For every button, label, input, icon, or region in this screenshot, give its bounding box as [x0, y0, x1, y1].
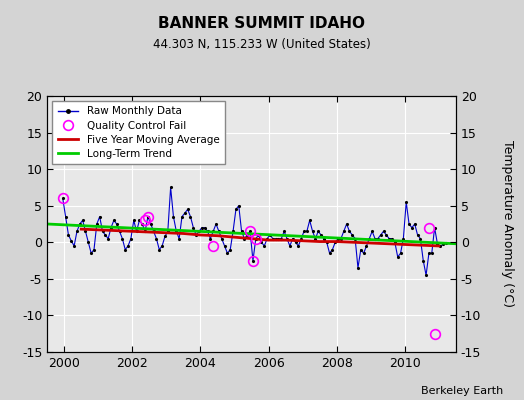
Text: BANNER SUMMIT IDAHO: BANNER SUMMIT IDAHO [158, 16, 366, 31]
Legend: Raw Monthly Data, Quality Control Fail, Five Year Moving Average, Long-Term Tren: Raw Monthly Data, Quality Control Fail, … [52, 101, 225, 164]
Text: Berkeley Earth: Berkeley Earth [421, 386, 503, 396]
Text: 44.303 N, 115.233 W (United States): 44.303 N, 115.233 W (United States) [153, 38, 371, 51]
Y-axis label: Temperature Anomaly (°C): Temperature Anomaly (°C) [500, 140, 514, 308]
